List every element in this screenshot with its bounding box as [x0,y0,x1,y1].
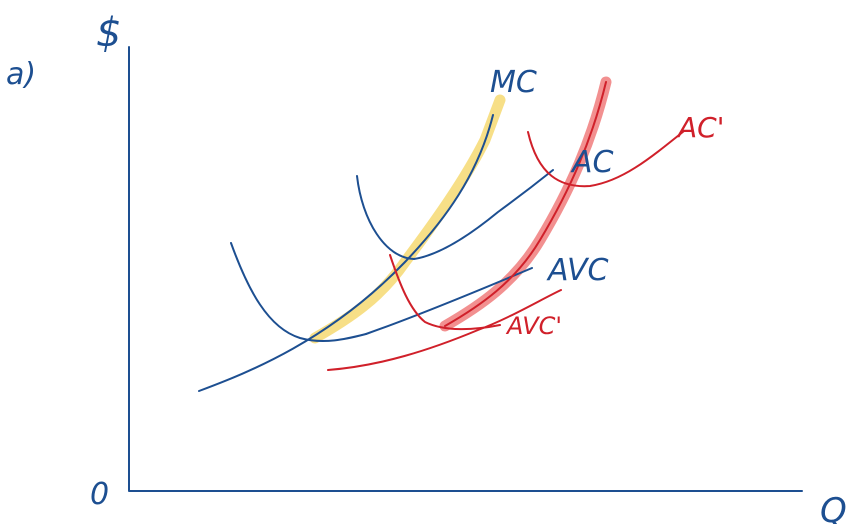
ac-prime-label: AC' [676,111,724,144]
origin-label: 0 [90,477,109,512]
axes [128,46,803,492]
avc-prime-curve [389,254,501,331]
avc-label: AVC [546,253,609,288]
mc-prime-curve [327,289,562,371]
part-label: a) [6,57,36,92]
mc-curve [198,114,494,392]
ac-label: AC [570,145,614,180]
mc-label: MC [490,65,537,100]
mc-highlight [309,94,506,344]
x-axis-label: Q [820,491,847,524]
ac-curve [356,169,554,260]
mc-prime-steep-curve [444,81,607,327]
y-axis-label: $ [96,10,121,56]
ac-prime-curve [527,130,685,188]
avc-prime-label: AVC' [505,312,562,340]
mc-prime-highlight [439,76,612,332]
avc-curve-left [230,242,367,342]
